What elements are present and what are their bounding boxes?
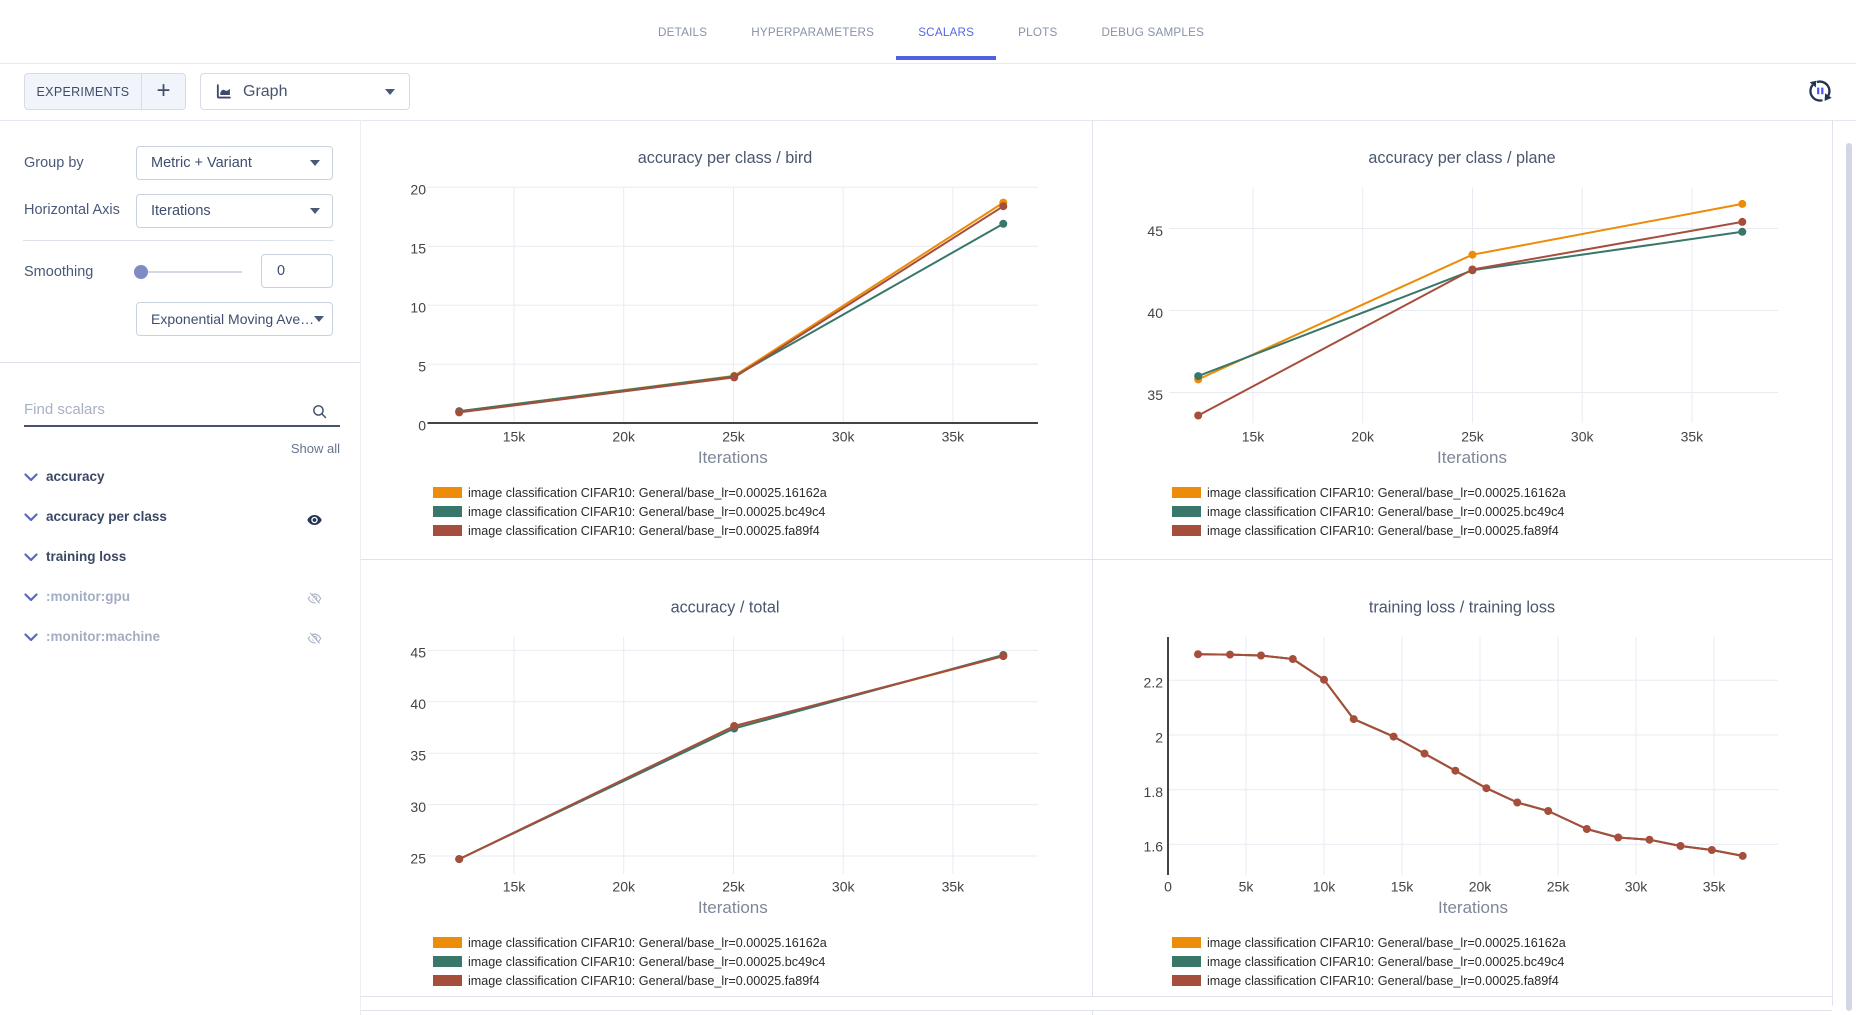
svg-text:20k: 20k (1351, 429, 1375, 445)
svg-text:30: 30 (410, 799, 426, 815)
svg-text:image classification CIFAR10:: image classification CIFAR10: General/ba… (1207, 974, 1559, 988)
svg-text:35: 35 (1147, 387, 1163, 403)
svg-text:30k: 30k (1571, 429, 1595, 445)
svg-text:15: 15 (410, 241, 426, 257)
svg-text:image classification CIFAR10:: image classification CIFAR10: General/ba… (468, 936, 827, 950)
svg-text:25k: 25k (722, 879, 746, 895)
svg-text:image classification CIFAR10:: image classification CIFAR10: General/ba… (468, 955, 825, 969)
svg-text:5: 5 (418, 358, 426, 374)
svg-text:accuracy / total: accuracy / total (671, 599, 780, 617)
svg-text:45: 45 (410, 645, 426, 661)
svg-text:0: 0 (1164, 879, 1172, 895)
svg-text:accuracy per class / plane: accuracy per class / plane (1368, 149, 1555, 167)
svg-text:Iterations: Iterations (1437, 448, 1507, 467)
svg-text:1.6: 1.6 (1144, 839, 1164, 855)
svg-text:Iterations: Iterations (1438, 898, 1508, 917)
svg-text:35k: 35k (1703, 879, 1727, 895)
svg-text:0: 0 (418, 417, 426, 433)
svg-text:image classification CIFAR10:: image classification CIFAR10: General/ba… (1207, 955, 1564, 969)
svg-text:20: 20 (410, 182, 426, 198)
svg-text:25k: 25k (1547, 879, 1571, 895)
svg-text:25k: 25k (722, 429, 746, 445)
svg-text:2: 2 (1155, 729, 1163, 745)
svg-text:training loss / training loss: training loss / training loss (1369, 599, 1555, 617)
svg-text:30k: 30k (1625, 879, 1649, 895)
svg-text:20k: 20k (1469, 879, 1493, 895)
svg-text:15k: 15k (503, 429, 527, 445)
svg-text:image classification CIFAR10:: image classification CIFAR10: General/ba… (468, 974, 820, 988)
svg-text:image classification CIFAR10:: image classification CIFAR10: General/ba… (1207, 524, 1559, 538)
svg-text:Iterations: Iterations (698, 898, 768, 917)
svg-text:image classification CIFAR10:: image classification CIFAR10: General/ba… (468, 486, 827, 500)
svg-text:2.2: 2.2 (1144, 675, 1164, 691)
svg-text:1.8: 1.8 (1144, 784, 1164, 800)
svg-text:20k: 20k (612, 429, 636, 445)
svg-text:35k: 35k (942, 879, 966, 895)
svg-text:15k: 15k (503, 879, 527, 895)
svg-text:image classification CIFAR10:: image classification CIFAR10: General/ba… (468, 524, 820, 538)
svg-text:image classification CIFAR10:: image classification CIFAR10: General/ba… (1207, 486, 1566, 500)
svg-text:35k: 35k (942, 429, 966, 445)
svg-text:15k: 15k (1391, 879, 1415, 895)
svg-text:10k: 10k (1313, 879, 1337, 895)
svg-text:35k: 35k (1681, 429, 1705, 445)
svg-text:20k: 20k (612, 879, 636, 895)
svg-text:40: 40 (410, 696, 426, 712)
svg-text:image classification CIFAR10:: image classification CIFAR10: General/ba… (1207, 505, 1564, 519)
svg-text:35: 35 (410, 748, 426, 764)
svg-text:15k: 15k (1242, 429, 1266, 445)
svg-text:25k: 25k (1461, 429, 1485, 445)
svg-text:45: 45 (1147, 223, 1163, 239)
svg-text:30k: 30k (832, 429, 856, 445)
svg-text:image classification CIFAR10:: image classification CIFAR10: General/ba… (468, 505, 825, 519)
svg-text:10: 10 (410, 299, 426, 315)
svg-text:Iterations: Iterations (698, 448, 768, 467)
svg-text:5k: 5k (1239, 879, 1255, 895)
svg-text:image classification CIFAR10:: image classification CIFAR10: General/ba… (1207, 936, 1566, 950)
svg-text:40: 40 (1147, 305, 1163, 321)
svg-text:accuracy per class / bird: accuracy per class / bird (638, 149, 813, 167)
svg-text:30k: 30k (832, 879, 856, 895)
svg-text:25: 25 (410, 850, 426, 866)
